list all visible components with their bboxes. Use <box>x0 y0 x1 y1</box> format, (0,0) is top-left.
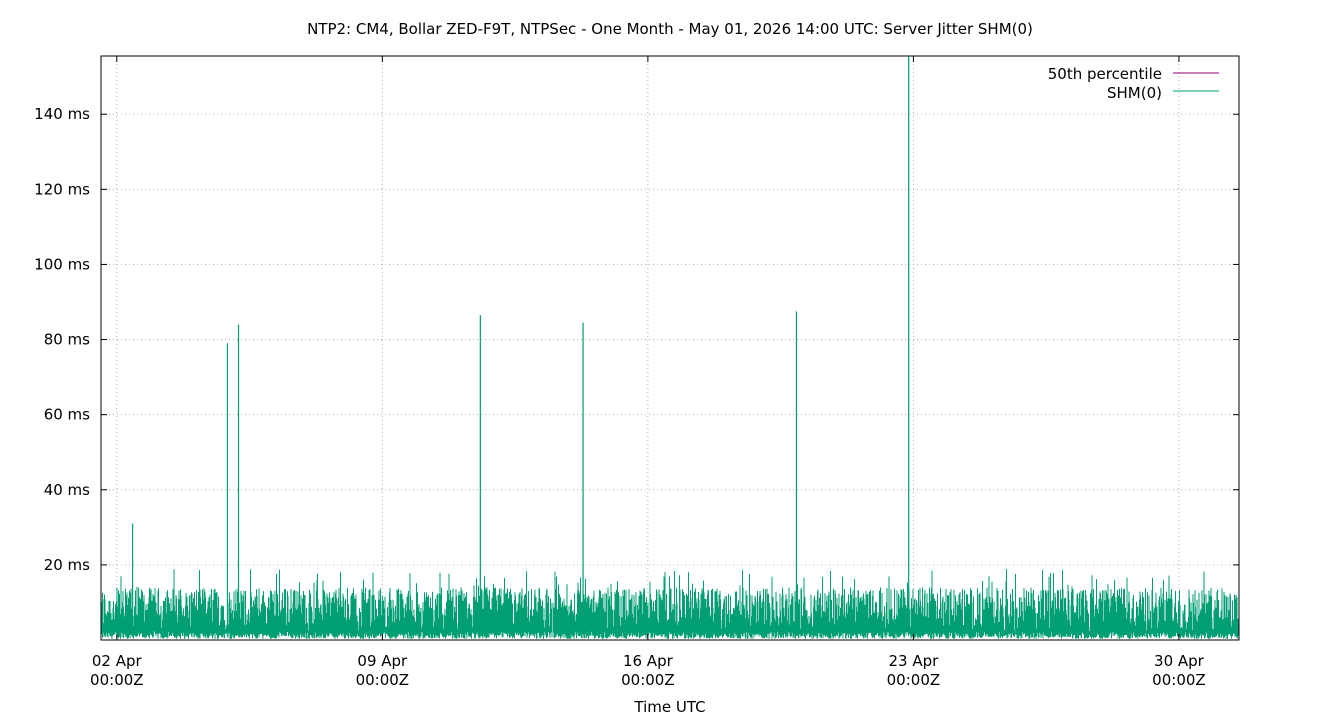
x-tick-label: 00:00Z <box>621 671 675 689</box>
x-tick-label: 00:00Z <box>887 671 941 689</box>
x-tick-label: 00:00Z <box>1152 671 1206 689</box>
plot-border <box>100 55 1240 641</box>
legend-label-50th-percentile: 50th percentile <box>1048 65 1162 83</box>
y-tick-label: 140 ms <box>34 105 90 123</box>
x-tick-label: 23 Apr <box>888 652 939 670</box>
y-tick-label: 20 ms <box>44 556 90 574</box>
axis-ticks: 20 ms 40 ms 60 ms 80 ms 100 ms 120 ms 140 ms 02… <box>34 56 1239 689</box>
legend: 50th percentile SHM(0) <box>1048 65 1219 102</box>
x-tick-label: 09 Apr <box>357 652 408 670</box>
x-tick-label: 30 Apr <box>1154 652 1205 670</box>
x-tick-label: 00:00Z <box>90 671 144 689</box>
y-tick-label: 60 ms <box>44 406 90 424</box>
x-tick-label: 16 Apr <box>623 652 674 670</box>
chart-title: NTP2: CM4, Bollar ZED-F9T, NTPSec - One … <box>307 20 1033 38</box>
y-tick-label: 40 ms <box>44 481 90 499</box>
grid-lines <box>101 56 1239 640</box>
y-tick-label: 80 ms <box>44 331 90 349</box>
plot-area <box>101 56 1239 639</box>
series-shm0-line <box>101 569 1239 639</box>
y-tick-label: 120 ms <box>34 180 90 198</box>
x-tick-label: 00:00Z <box>356 671 410 689</box>
y-tick-label: 100 ms <box>34 255 90 273</box>
legend-label-shm0: SHM(0) <box>1107 84 1162 102</box>
x-tick-label: 02 Apr <box>92 652 143 670</box>
x-axis-label: Time UTC <box>633 698 705 716</box>
